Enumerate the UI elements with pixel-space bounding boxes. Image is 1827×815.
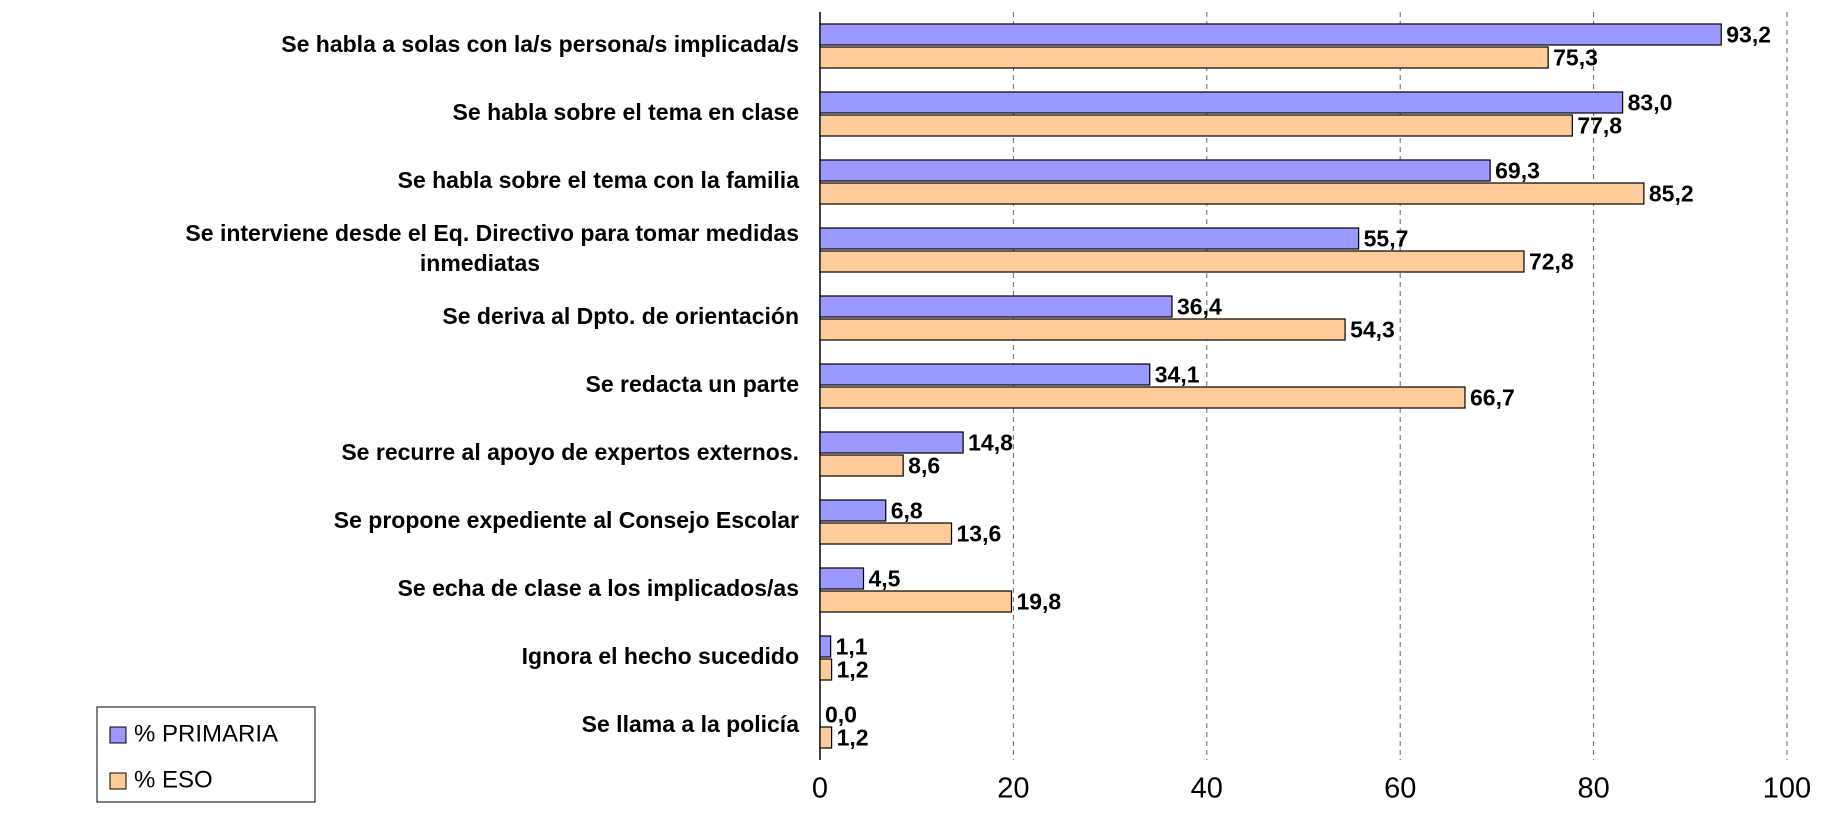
bar (819, 295, 1173, 318)
value-label: 75,3 (1553, 45, 1598, 71)
legend-swatch (109, 772, 127, 790)
value-label: 1,1 (836, 634, 868, 660)
category-label: Se redacta un parte (586, 371, 799, 397)
value-label: 85,2 (1649, 181, 1694, 207)
category-label: Se deriva al Dpto. de orientación (442, 303, 799, 329)
bar (819, 658, 833, 681)
bar (819, 590, 1013, 613)
bar (819, 386, 1466, 409)
value-label: 54,3 (1350, 317, 1395, 343)
category-label-line: inmediatas (420, 250, 540, 276)
bar (819, 431, 964, 454)
value-label: 69,3 (1495, 158, 1540, 184)
category-label: Se echa de clase a los implicados/as (398, 575, 799, 601)
bar (819, 114, 1573, 137)
value-label: 4,5 (869, 566, 901, 592)
value-label: 83,0 (1628, 90, 1673, 116)
legend-box (96, 706, 316, 803)
category-label-line: Se interviene desde el Eq. Directivo par… (185, 220, 799, 246)
category-label: Se llama a la policía (582, 711, 800, 737)
bar (819, 726, 833, 749)
x-tick-label: 100 (1763, 773, 1811, 805)
value-label: 13,6 (957, 521, 1002, 547)
value-label: 8,6 (908, 453, 940, 479)
bar (819, 567, 865, 590)
value-label: 66,7 (1470, 385, 1515, 411)
x-tick-label: 60 (1384, 773, 1416, 805)
bar (819, 499, 887, 522)
category-label: Se interviene desde el Eq. Directivo par… (185, 220, 799, 276)
bar (819, 522, 953, 545)
value-label: 34,1 (1155, 362, 1200, 388)
legend-label: % ESO (134, 766, 213, 793)
value-label: 6,8 (891, 498, 923, 524)
x-tick-label: 40 (1191, 773, 1223, 805)
value-label: 77,8 (1577, 113, 1622, 139)
category-label: Se habla sobre el tema en clase (453, 99, 799, 125)
bar (819, 182, 1645, 205)
x-tick-label: 80 (1577, 773, 1609, 805)
value-label: 55,7 (1364, 226, 1409, 252)
value-label: 19,8 (1016, 589, 1061, 615)
x-tick-label: 20 (997, 773, 1029, 805)
value-label: 14,8 (968, 430, 1013, 456)
bar (819, 46, 1549, 69)
bar (819, 363, 1151, 386)
value-label: 93,2 (1726, 22, 1771, 48)
bar (819, 227, 1360, 250)
value-label: 36,4 (1177, 294, 1222, 320)
bar (819, 250, 1525, 273)
value-label: 0,0 (825, 702, 857, 728)
category-label: Se recurre al apoyo de expertos externos… (341, 439, 799, 465)
bar (819, 318, 1346, 341)
x-tick-label: 0 (812, 773, 828, 805)
category-label: Se habla a solas con la/s persona/s impl… (281, 31, 799, 57)
bar (819, 454, 904, 477)
value-label: 1,2 (837, 725, 869, 751)
bar (819, 159, 1491, 182)
category-label: Se habla sobre el tema con la familia (398, 167, 800, 193)
category-label: Ignora el hecho sucedido (522, 643, 799, 669)
bar (819, 635, 832, 658)
value-label: 1,2 (837, 657, 869, 683)
bar (819, 91, 1624, 114)
value-label: 72,8 (1529, 249, 1574, 275)
category-label: Se propone expediente al Consejo Escolar (334, 507, 799, 533)
legend-label: % PRIMARIA (134, 720, 278, 747)
bar (819, 23, 1722, 46)
legend-swatch (109, 726, 127, 744)
